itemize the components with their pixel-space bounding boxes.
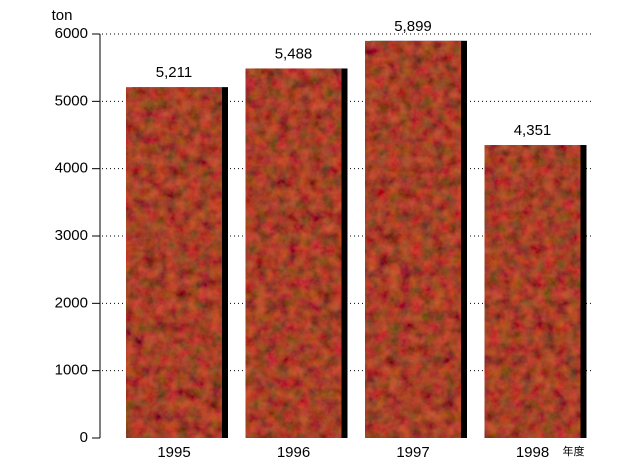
x-tick-label: 1997 (396, 444, 429, 461)
x-tick-label: 1996 (277, 444, 310, 461)
y-tick-label: 4000 (55, 160, 88, 177)
y-tick-label: 1000 (55, 362, 88, 379)
y-tick-label: 3000 (55, 227, 88, 244)
y-tick-label: 0 (80, 429, 88, 446)
bar (485, 145, 581, 438)
x-axis-unit: 年度 (563, 444, 585, 458)
y-tick-label: 6000 (55, 25, 88, 42)
value-label: 5,899 (394, 18, 432, 35)
x-tick-label: 1998 (516, 444, 549, 461)
bar (365, 41, 461, 438)
value-label: 5,488 (275, 45, 313, 62)
y-tick-label: 2000 (55, 294, 88, 311)
y-axis-label: ton (52, 7, 73, 24)
value-label: 5,211 (156, 64, 192, 81)
value-label: 4,351 (514, 122, 552, 139)
x-tick-label: 1995 (157, 444, 190, 461)
bar (126, 87, 222, 438)
bar (246, 68, 342, 438)
y-tick-label: 5000 (55, 92, 88, 109)
chart: ton 0 1000 2000 3000 4000 5000 6000 5,211 1995 5,… (0, 0, 619, 467)
